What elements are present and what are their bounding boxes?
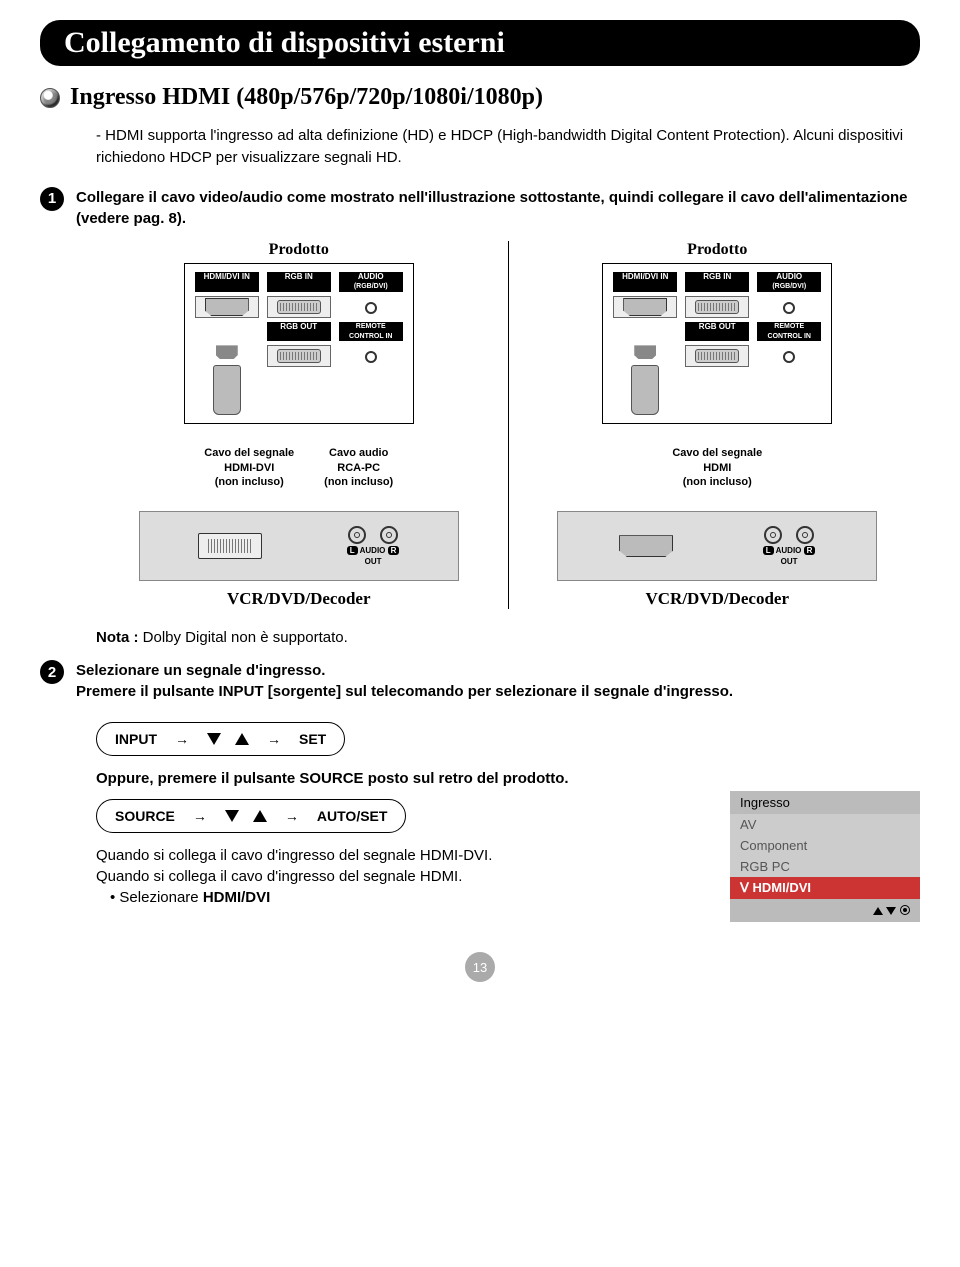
decoder-label-left: VCR/DVD/Decoder: [227, 589, 371, 609]
device-left: L AUDIO R OUT: [139, 511, 459, 581]
autoset-button-label: AUTO/SET: [317, 808, 388, 824]
rgb-in-port: [267, 296, 331, 318]
rgb-out-port: [267, 345, 331, 367]
diagram-divider: [508, 241, 509, 610]
rgb-out-port-r: [685, 345, 749, 367]
osd-footer: [730, 899, 920, 922]
product-panel-left: HDMI/DVI IN RGB IN AUDIO (RGB/DVI) RGB O…: [184, 263, 414, 425]
decoder-label-right: VCR/DVD/Decoder: [645, 589, 789, 609]
osd-menu: Ingresso AV Component RGB PC ᐯ HDMI/DVI: [730, 791, 920, 922]
port-remote-sub-r: CONTROL IN: [757, 332, 821, 342]
dolby-note: Nota : Dolby Digital non è supportato.: [96, 629, 920, 646]
arrow-icon: [281, 808, 303, 824]
down-icon: [225, 810, 239, 822]
port-hdmi-dvi-in-label-r: HDMI/DVI IN: [613, 272, 677, 292]
osd-item-component: Component: [730, 835, 920, 856]
device-right: L AUDIO R OUT: [557, 511, 877, 581]
up-icon: [873, 907, 883, 915]
hdmi-plug-icon-r: [634, 345, 656, 359]
port-rgb-out-label-r: RGB OUT: [685, 322, 749, 341]
audio-jack: [365, 302, 377, 314]
audio-jack-r: [783, 302, 795, 314]
select-hdmi-text: • Selezionare HDMI/DVI: [110, 889, 700, 906]
down-icon: [886, 907, 896, 915]
step-number-2: 2: [40, 660, 64, 684]
osd-item-selected: ᐯ HDMI/DVI: [730, 877, 920, 899]
select-icon: [900, 905, 910, 915]
down-icon: [207, 733, 221, 745]
rgb-in-port-r: [685, 296, 749, 318]
audio-r-badge: R: [388, 546, 400, 555]
audio-r-badge-r: R: [804, 546, 816, 555]
cable-hdmi-dvi-label: Cavo del segnale HDMI-DVI (non incluso): [204, 446, 294, 489]
product-label-right: Prodotto: [687, 241, 747, 259]
cable-hdmi-label: Cavo del segnale HDMI (non incluso): [672, 446, 762, 489]
port-audio-sub: (RGB/DVI): [339, 282, 403, 292]
hdmi-port-icon: [619, 535, 673, 557]
port-hdmi-dvi-in-label: HDMI/DVI IN: [195, 272, 259, 292]
input-sequence: INPUT SET: [96, 722, 345, 756]
section-heading: Ingresso HDMI (480p/576p/720p/1080i/1080…: [40, 84, 920, 111]
oppure-text: Oppure, premere il pulsante SOURCE posto…: [96, 770, 920, 787]
page-title: Collegamento di dispositivi esterni: [64, 26, 896, 60]
audio-l-badge-r: L: [763, 546, 774, 555]
when-hdmi-text: Quando si collega il cavo d'ingresso del…: [96, 868, 700, 885]
port-remote-label-r: REMOTE: [757, 322, 821, 332]
rca-right-icon: [380, 526, 398, 544]
cable-rca-label: Cavo audio RCA-PC (non incluso): [324, 446, 393, 489]
rca-left-icon-r: [764, 526, 782, 544]
step-number-1: 1: [40, 187, 64, 211]
page-number: 13: [465, 952, 495, 982]
source-button-label: SOURCE: [115, 808, 175, 824]
rca-left-icon: [348, 526, 366, 544]
hdmi-plug-icon: [216, 345, 238, 359]
port-rgb-out-label: RGB OUT: [267, 322, 331, 341]
hdmi-dvi-port-r: [613, 296, 677, 318]
diagram-left: Prodotto HDMI/DVI IN RGB IN AUDIO (RGB/D…: [96, 241, 502, 610]
product-label-left: Prodotto: [269, 241, 329, 259]
up-icon: [253, 810, 267, 822]
hdmi-connector-icon-r: [631, 365, 659, 415]
arrow-icon: [263, 731, 285, 747]
port-remote-label: REMOTE: [339, 322, 403, 332]
title-bar: Collegamento di dispositivi esterni: [40, 20, 920, 66]
step-1: 1 Collegare il cavo video/audio come mos…: [40, 187, 920, 229]
when-dvi-text: Quando si collega il cavo d'ingresso del…: [96, 847, 700, 864]
arrow-icon: [189, 808, 211, 824]
intro-text: - HDMI supporta l'ingresso ad alta defin…: [96, 125, 920, 169]
connection-diagram: Prodotto HDMI/DVI IN RGB IN AUDIO (RGB/D…: [96, 241, 920, 610]
audio-l-badge: L: [347, 546, 358, 555]
diagram-right: Prodotto HDMI/DVI IN RGB IN AUDIO (RGB/D…: [515, 241, 921, 610]
step-1-text: Collegare il cavo video/audio come mostr…: [76, 187, 920, 229]
port-audio-label: AUDIO: [339, 272, 403, 283]
section-title: Ingresso HDMI (480p/576p/720p/1080i/1080…: [70, 84, 543, 111]
port-rgb-in-label-r: RGB IN: [685, 272, 749, 292]
osd-item-av: AV: [730, 814, 920, 835]
port-rgb-in-label: RGB IN: [267, 272, 331, 292]
osd-title: Ingresso: [730, 791, 920, 814]
source-sequence: SOURCE AUTO/SET: [96, 799, 406, 833]
osd-item-rgbpc: RGB PC: [730, 856, 920, 877]
remote-jack-r: [783, 351, 795, 363]
remote-jack: [365, 351, 377, 363]
up-icon: [235, 733, 249, 745]
hdmi-dvi-port: [195, 296, 259, 318]
arrow-icon: [171, 731, 193, 747]
port-remote-sub: CONTROL IN: [339, 332, 403, 342]
rca-right-icon-r: [796, 526, 814, 544]
port-audio-label-r: AUDIO: [757, 272, 821, 283]
bottom-row: SOURCE AUTO/SET Quando si collega il cav…: [96, 791, 920, 922]
step-2: 2 Selezionare un segnale d'ingresso. Pre…: [40, 660, 920, 702]
port-audio-sub-r: (RGB/DVI): [757, 282, 821, 292]
set-button-label: SET: [299, 731, 326, 747]
step-2-text: Selezionare un segnale d'ingresso. Preme…: [76, 660, 733, 702]
bullet-icon: [40, 88, 60, 108]
input-button-label: INPUT: [115, 731, 157, 747]
dvi-port-icon: [198, 533, 262, 559]
hdmi-connector-icon: [213, 365, 241, 415]
product-panel-right: HDMI/DVI IN RGB IN AUDIO (RGB/DVI) RGB O…: [602, 263, 832, 425]
